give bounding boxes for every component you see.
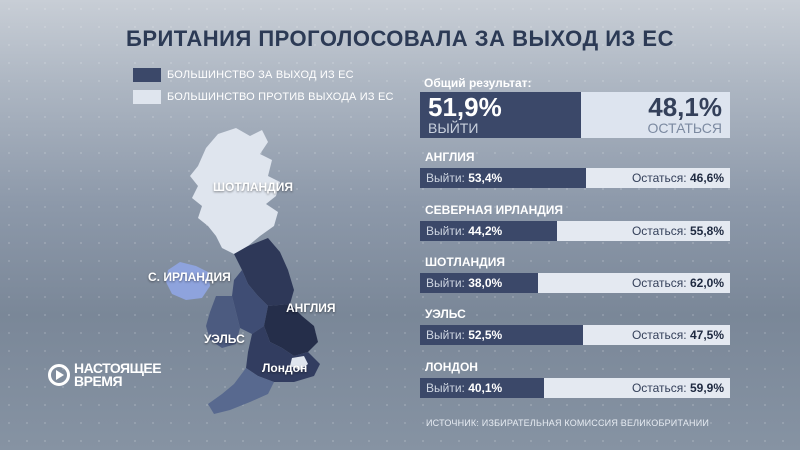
map-label-wales: УЭЛЬС xyxy=(204,332,245,346)
data-label-remain: Остаться: 62,0% xyxy=(631,276,724,290)
bar-segment-remain: Остаться: 47,5% xyxy=(582,325,730,345)
data-label-remain: Остаться: 55,8% xyxy=(631,224,724,238)
legend-item-leave: БОЛЬШИНСТВО ЗА ВЫХОД ИЗ ЕС xyxy=(133,66,394,84)
region-row: УЭЛЬС Выйти: 52,5% Остаться: 47,5% xyxy=(420,307,730,345)
region-name: АНГЛИЯ xyxy=(425,150,475,164)
map-region-northern-ireland xyxy=(166,262,210,300)
map-region-south-west xyxy=(208,368,274,414)
data-label-leave: Выйти: 53,4% xyxy=(426,171,503,185)
map-region-london xyxy=(290,356,308,370)
map-region-england-east xyxy=(264,304,318,356)
bar-segment-remain: Остаться: 46,6% xyxy=(585,168,730,188)
data-label-remain: Остаться: 46,6% xyxy=(631,171,724,185)
map-region-wales xyxy=(206,296,240,348)
source-note: ИСТОЧНИК: ИЗБИРАТЕЛЬНАЯ КОМИССИЯ ВЕЛИКОБ… xyxy=(426,418,710,428)
overall-remain-value: 48,1% xyxy=(648,92,722,122)
bar-segment-leave: Выйти: 44,2% xyxy=(420,221,558,241)
bar-segment-leave: Выйти: 53,4% xyxy=(420,168,586,188)
legend-swatch-remain xyxy=(133,90,161,104)
bar-segment-remain: Остаться: 62,0% xyxy=(537,273,730,293)
logo-line-2: ВРЕМЯ xyxy=(74,373,123,389)
map-region-scotland xyxy=(190,128,280,254)
region-bar: Выйти: 38,0% Остаться: 62,0% xyxy=(420,273,730,293)
overall-result-bar: 51,9% ВЫЙТИ 48,1% ОСТАТЬСЯ xyxy=(420,92,730,138)
region-row: ЛОНДОН Выйти: 40,1% Остаться: 59,9% xyxy=(420,360,730,398)
overall-result-label: Общий результат: xyxy=(424,76,532,90)
data-label-leave: Выйти: 52,5% xyxy=(426,328,503,342)
map-label-england: АНГЛИЯ xyxy=(286,301,336,315)
data-label-remain: Остаться: 59,9% xyxy=(631,381,724,395)
logo-line-1: НАСТОЯЩЕЕ xyxy=(74,360,162,376)
bar-segment-remain: Остаться: 59,9% xyxy=(544,378,730,398)
bar-segment-leave: Выйти: 40,1% xyxy=(420,378,545,398)
bar-segment-leave: Выйти: 38,0% xyxy=(420,273,538,293)
brand-logo: НАСТОЯЩЕЕ ВРЕМЯ xyxy=(48,360,162,389)
map-label-scotland: ШОТЛАНДИЯ xyxy=(213,180,293,194)
region-name: СЕВЕРНАЯ ИРЛАНДИЯ xyxy=(425,203,564,217)
legend-label-leave: БОЛЬШИНСТВО ЗА ВЫХОД ИЗ ЕС xyxy=(167,69,354,81)
map-label-london: Лондон xyxy=(262,361,308,375)
region-bar: Выйти: 44,2% Остаться: 55,8% xyxy=(420,221,730,241)
bar-segment-remain: Остаться: 55,8% xyxy=(557,221,730,241)
overall-remain-label: ОСТАТЬСЯ xyxy=(647,120,722,136)
overall-leave-segment: 51,9% ВЫЙТИ xyxy=(420,92,581,138)
region-bar: Выйти: 53,4% Остаться: 46,6% xyxy=(420,168,730,188)
page-title: БРИТАНИЯ ПРОГОЛОСОВАЛА ЗА ВЫХОД ИЗ ЕС xyxy=(126,26,674,51)
legend-item-remain: БОЛЬШИНСТВО ПРОТИВ ВЫХОДА ИЗ ЕС xyxy=(133,88,394,106)
overall-remain-segment: 48,1% ОСТАТЬСЯ xyxy=(580,92,730,138)
data-label-leave: Выйти: 38,0% xyxy=(426,276,503,290)
region-row: ШОТЛАНДИЯ Выйти: 38,0% Остаться: 62,0% xyxy=(420,255,730,293)
legend: БОЛЬШИНСТВО ЗА ВЫХОД ИЗ ЕС БОЛЬШИНСТВО П… xyxy=(133,66,394,110)
uk-map: ШОТЛАНДИЯ С. ИРЛАНДИЯ АНГЛИЯ УЭЛЬС Лондо… xyxy=(118,120,368,440)
logo-text: НАСТОЯЩЕЕ ВРЕМЯ xyxy=(74,360,162,389)
map-region-england-west xyxy=(232,270,268,334)
region-row: СЕВЕРНАЯ ИРЛАНДИЯ Выйти: 44,2% Остаться: 5… xyxy=(420,203,730,241)
data-label-leave: Выйти: 40,1% xyxy=(426,381,503,395)
map-label-northern-ireland: С. ИРЛАНДИЯ xyxy=(148,270,231,284)
legend-swatch-leave xyxy=(133,68,161,82)
data-label-leave: Выйти: 44,2% xyxy=(426,224,503,238)
region-name: ШОТЛАНДИЯ xyxy=(425,255,505,269)
region-bar: Выйти: 52,5% Остаться: 47,5% xyxy=(420,325,730,345)
region-bar: Выйти: 40,1% Остаться: 59,9% xyxy=(420,378,730,398)
overall-leave-value: 51,9% xyxy=(428,92,502,122)
region-row: АНГЛИЯ Выйти: 53,4% Остаться: 46,6% xyxy=(420,150,730,188)
uk-map-graphic xyxy=(166,128,320,414)
region-name: УЭЛЬС xyxy=(425,307,466,321)
map-region-england-north xyxy=(234,238,294,306)
bar-segment-leave: Выйти: 52,5% xyxy=(420,325,583,345)
data-label-remain: Остаться: 47,5% xyxy=(631,328,724,342)
overall-leave-label: ВЫЙТИ xyxy=(428,120,479,136)
region-name: ЛОНДОН xyxy=(425,360,478,374)
legend-label-remain: БОЛЬШИНСТВО ПРОТИВ ВЫХОДА ИЗ ЕС xyxy=(167,91,394,103)
play-logo-icon xyxy=(48,364,70,386)
